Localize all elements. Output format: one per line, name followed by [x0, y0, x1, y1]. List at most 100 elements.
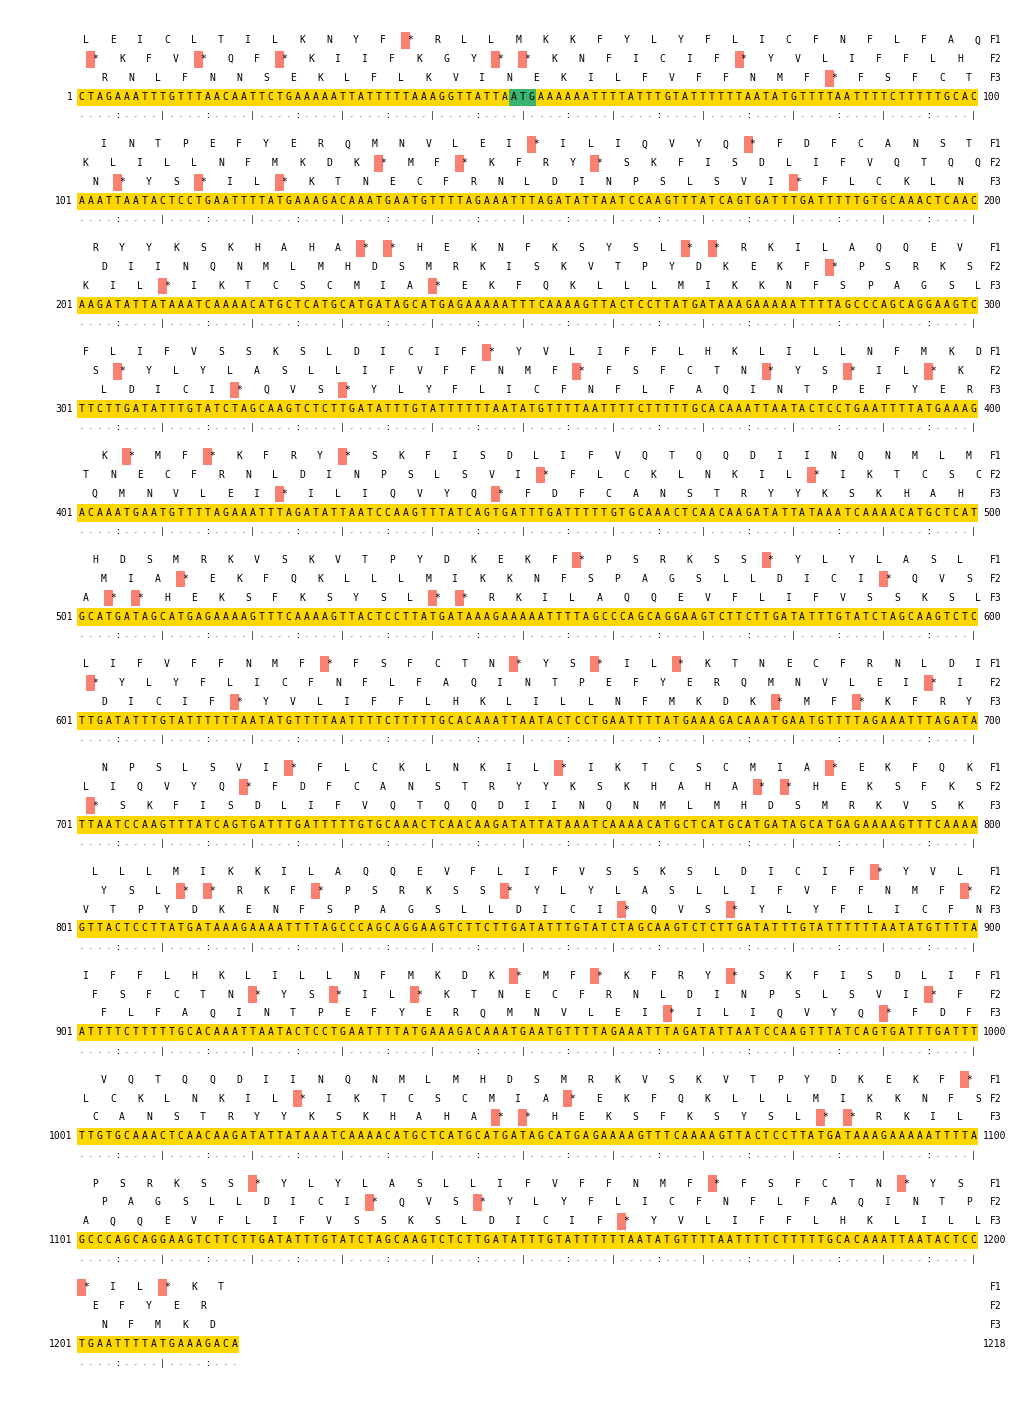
Text: C: C [304, 404, 309, 414]
Text: V: V [740, 177, 746, 187]
Text: V: V [876, 989, 882, 999]
Text: :: : [205, 1150, 210, 1160]
Text: .: . [666, 529, 669, 535]
Text: .: . [584, 944, 588, 950]
Text: T: T [177, 923, 183, 933]
Text: C: C [569, 905, 575, 915]
Text: .: . [197, 114, 201, 118]
Text: K: K [173, 1179, 179, 1188]
Text: .: . [584, 1049, 588, 1054]
Text: M: M [804, 697, 810, 707]
Text: .: . [106, 114, 111, 118]
Text: .: . [557, 425, 561, 431]
Text: I: I [588, 763, 593, 773]
Text: E: E [164, 1216, 170, 1226]
Text: F: F [398, 697, 404, 707]
Text: T: T [665, 404, 670, 414]
Text: M: M [408, 159, 413, 168]
Text: T: T [682, 300, 688, 310]
Text: .: . [422, 529, 426, 535]
Text: K: K [569, 35, 575, 45]
Bar [726, 968, 734, 984]
Text: .: . [440, 737, 443, 742]
Text: T: T [628, 716, 634, 725]
Text: P: P [137, 905, 142, 915]
Text: .: . [953, 217, 957, 222]
Text: T: T [682, 508, 688, 518]
Text: S: S [759, 971, 765, 981]
Text: F2: F2 [990, 159, 1001, 168]
Text: T: T [952, 1131, 958, 1141]
Text: .: . [268, 840, 272, 846]
Text: V: V [362, 801, 368, 811]
Text: .: . [666, 321, 669, 327]
Text: L: L [957, 1113, 963, 1122]
Text: M: M [272, 659, 278, 669]
Text: C: C [718, 196, 724, 206]
Text: F: F [858, 885, 863, 895]
Text: T: T [601, 404, 607, 414]
Text: L: L [560, 885, 566, 895]
Text: T: T [583, 923, 589, 933]
Text: A: A [511, 612, 517, 622]
Text: .: . [232, 529, 237, 535]
Text: T: T [620, 508, 625, 518]
Text: I: I [543, 905, 548, 915]
Text: .: . [88, 217, 92, 222]
Text: S: S [119, 1179, 125, 1188]
Text: T: T [772, 196, 778, 206]
Text: T: T [231, 716, 238, 725]
Text: .: . [548, 633, 552, 638]
Text: .: . [801, 1049, 804, 1054]
Text: I: I [885, 1197, 891, 1208]
Text: T: T [124, 923, 129, 933]
Bar [492, 485, 501, 502]
Text: Y: Y [695, 139, 701, 149]
Text: .: . [503, 1049, 507, 1054]
Text: C: C [205, 1027, 210, 1037]
Text: |: | [971, 943, 976, 951]
Text: K: K [695, 697, 701, 707]
Text: S: S [263, 73, 269, 83]
Text: T: T [556, 612, 562, 622]
Bar [456, 154, 464, 171]
Text: :: : [115, 320, 120, 328]
Text: A: A [267, 1027, 273, 1037]
Text: .: . [692, 1153, 696, 1157]
Text: N: N [507, 73, 512, 83]
Text: L: L [921, 659, 927, 669]
Text: .: . [458, 114, 462, 118]
Text: F: F [191, 659, 197, 669]
Text: |: | [160, 631, 165, 640]
Text: S: S [534, 1075, 540, 1085]
Text: S: S [380, 592, 386, 603]
Text: T: T [916, 716, 923, 725]
Text: *: * [92, 678, 97, 687]
Text: S: S [453, 1197, 458, 1208]
Text: .: . [133, 217, 137, 222]
Text: T: T [151, 716, 157, 725]
Text: .: . [278, 529, 282, 535]
Text: |: | [250, 528, 255, 536]
Text: S: S [227, 1179, 232, 1188]
Text: .: . [809, 840, 813, 846]
Text: .: . [503, 425, 507, 431]
Text: C: C [538, 300, 544, 310]
Text: A: A [304, 612, 309, 622]
Text: .: . [647, 321, 651, 327]
Text: S: S [245, 347, 251, 358]
Text: .: . [170, 1361, 173, 1365]
Text: .: . [936, 1257, 939, 1261]
Text: A: A [141, 612, 147, 622]
Text: S: S [569, 659, 575, 669]
Text: T: T [710, 612, 715, 622]
Text: *: * [930, 989, 936, 999]
Text: .: . [278, 944, 282, 950]
Text: L: L [876, 556, 882, 565]
Text: A: A [836, 93, 841, 102]
Text: .: . [764, 1257, 768, 1261]
Text: C: C [646, 819, 652, 829]
Text: F: F [237, 139, 242, 149]
Text: .: . [305, 1257, 308, 1261]
Text: 200: 200 [983, 196, 1000, 206]
